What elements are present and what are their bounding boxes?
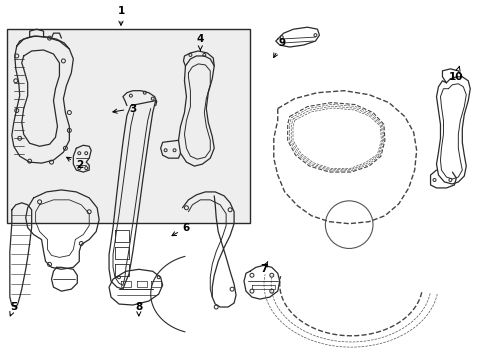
Text: 6: 6 xyxy=(172,222,190,236)
Text: 9: 9 xyxy=(273,38,285,58)
Bar xyxy=(7,29,249,223)
Text: 2: 2 xyxy=(66,157,83,170)
Text: 7: 7 xyxy=(260,261,267,274)
Text: 10: 10 xyxy=(448,66,463,82)
Text: 8: 8 xyxy=(135,302,142,316)
Text: 4: 4 xyxy=(196,34,203,50)
Text: 5: 5 xyxy=(10,302,18,316)
Text: 3: 3 xyxy=(113,104,136,113)
Text: 1: 1 xyxy=(117,6,124,25)
